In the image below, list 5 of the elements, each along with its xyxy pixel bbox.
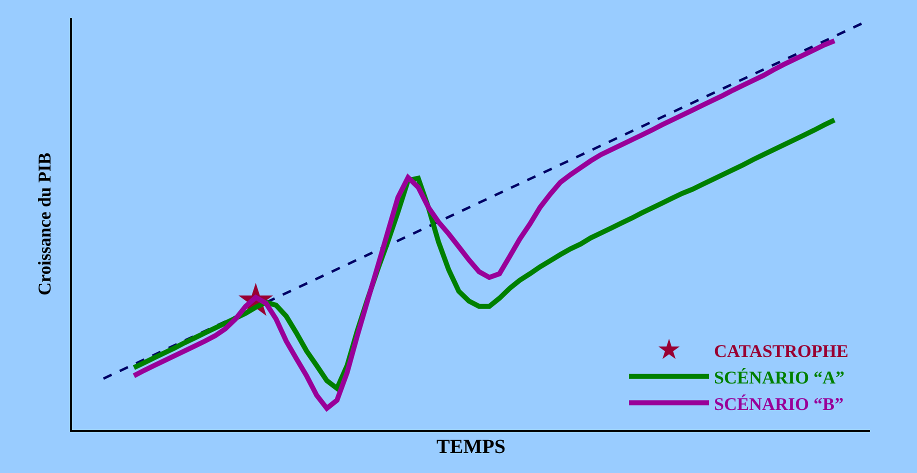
y-axis-title: Croissance du PIB [34,152,55,296]
x-axis-title: TEMPS [436,436,506,458]
legend-label: CATASTROPHE [714,340,848,361]
legend-label: SCÉNARIO “B” [714,394,844,414]
legend-label: SCÉNARIO “A” [714,367,845,388]
